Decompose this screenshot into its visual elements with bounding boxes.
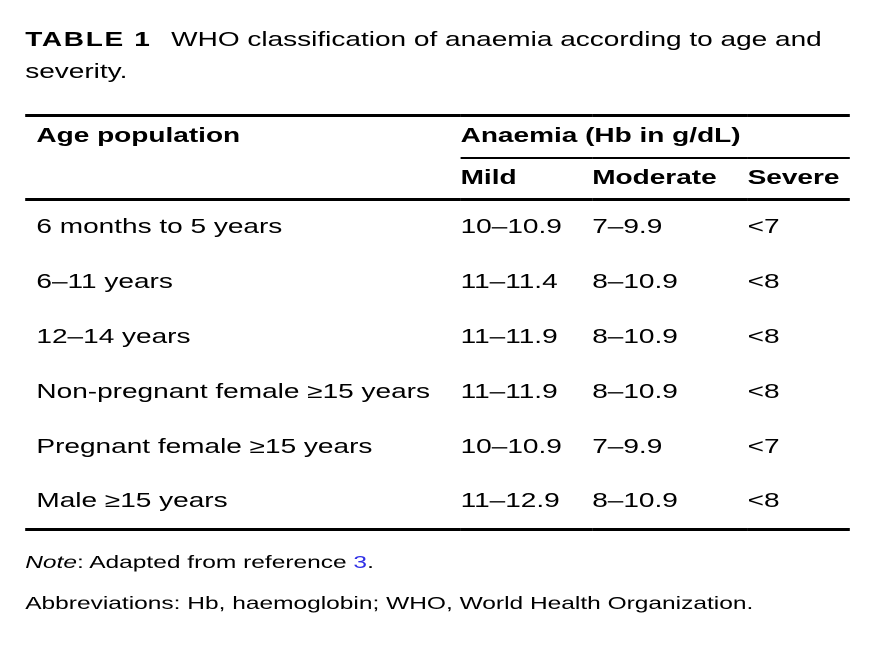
table-title: WHO classification of anaemia according … xyxy=(25,29,822,83)
paper-table-figure: TABLE 1 WHO classification of anaemia acc… xyxy=(25,24,886,613)
abbreviations-note: Abbreviations: Hb, haemoglobin; WHO, Wor… xyxy=(25,593,754,613)
mild-value-cell: 10–10.9 xyxy=(460,435,562,458)
moderate-value-cell: 7–9.9 xyxy=(592,435,663,458)
age-population-cell: 6 months to 5 years xyxy=(36,216,283,239)
note-period: . xyxy=(367,552,374,572)
who-anaemia-classification-table: Age population Anaemia (Hb in g/dL) Mild… xyxy=(25,114,850,531)
header-row-group: Age population Anaemia (Hb in g/dL) xyxy=(25,115,850,201)
table-note: Note: Adapted from reference 3. xyxy=(25,550,886,574)
table-caption: TABLE 1 WHO classification of anaemia acc… xyxy=(25,24,872,88)
moderate-value-cell: 8–10.9 xyxy=(592,325,678,348)
mild-value-cell: 11–11.9 xyxy=(460,380,558,403)
table-row: 6 months to 5 years 10–10.9 7–9.9 <7 xyxy=(25,200,850,255)
header-row-severity: Mild Moderate Severe xyxy=(25,157,850,201)
mild-value-cell: 11–11.9 xyxy=(460,325,558,348)
severe-value-cell: <8 xyxy=(747,380,780,403)
mild-value-cell: 11–12.9 xyxy=(460,489,560,512)
mild-value-cell: 10–10.9 xyxy=(460,216,562,239)
age-population-cell: Pregnant female ≥15 years xyxy=(36,435,373,458)
column-header-severe: Severe xyxy=(747,157,850,201)
note-label: Note xyxy=(25,552,77,572)
table-row: 12–14 years 11–11.9 8–10.9 <8 xyxy=(25,310,850,365)
moderate-value-cell: 8–10.9 xyxy=(592,489,678,512)
table-number-label: TABLE 1 xyxy=(25,29,152,51)
severe-value-cell: <7 xyxy=(747,435,780,458)
severe-value-cell: <8 xyxy=(747,325,780,348)
age-population-cell: Non-pregnant female ≥15 years xyxy=(36,380,430,403)
column-group-header-anaemia: Anaemia (Hb in g/dL) xyxy=(460,115,850,159)
age-population-cell: 12–14 years xyxy=(36,325,191,348)
moderate-value-cell: 8–10.9 xyxy=(592,380,678,403)
moderate-value-cell: 7–9.9 xyxy=(592,216,663,239)
severe-value-cell: <8 xyxy=(747,270,780,293)
table-row: Male ≥15 years 11–12.9 8–10.9 <8 xyxy=(25,475,850,530)
severe-value-cell: <7 xyxy=(747,216,780,239)
table-row: 6–11 years 11–11.4 8–10.9 <8 xyxy=(25,255,850,310)
table-row: Non-pregnant female ≥15 years 11–11.9 8–… xyxy=(25,365,850,420)
moderate-value-cell: 8–10.9 xyxy=(592,270,678,293)
note-text: : Adapted from reference xyxy=(76,552,354,572)
table-row: Pregnant female ≥15 years 10–10.9 7–9.9 … xyxy=(25,420,850,475)
severe-value-cell: <8 xyxy=(747,489,780,512)
column-header-moderate: Moderate xyxy=(592,157,748,201)
column-header-age-population: Age population xyxy=(25,115,461,201)
mild-value-cell: 11–11.4 xyxy=(460,270,558,293)
age-population-cell: Male ≥15 years xyxy=(36,489,228,512)
age-population-cell: 6–11 years xyxy=(36,270,173,293)
column-header-mild: Mild xyxy=(460,157,593,201)
reference-3-link[interactable]: 3 xyxy=(353,552,368,572)
